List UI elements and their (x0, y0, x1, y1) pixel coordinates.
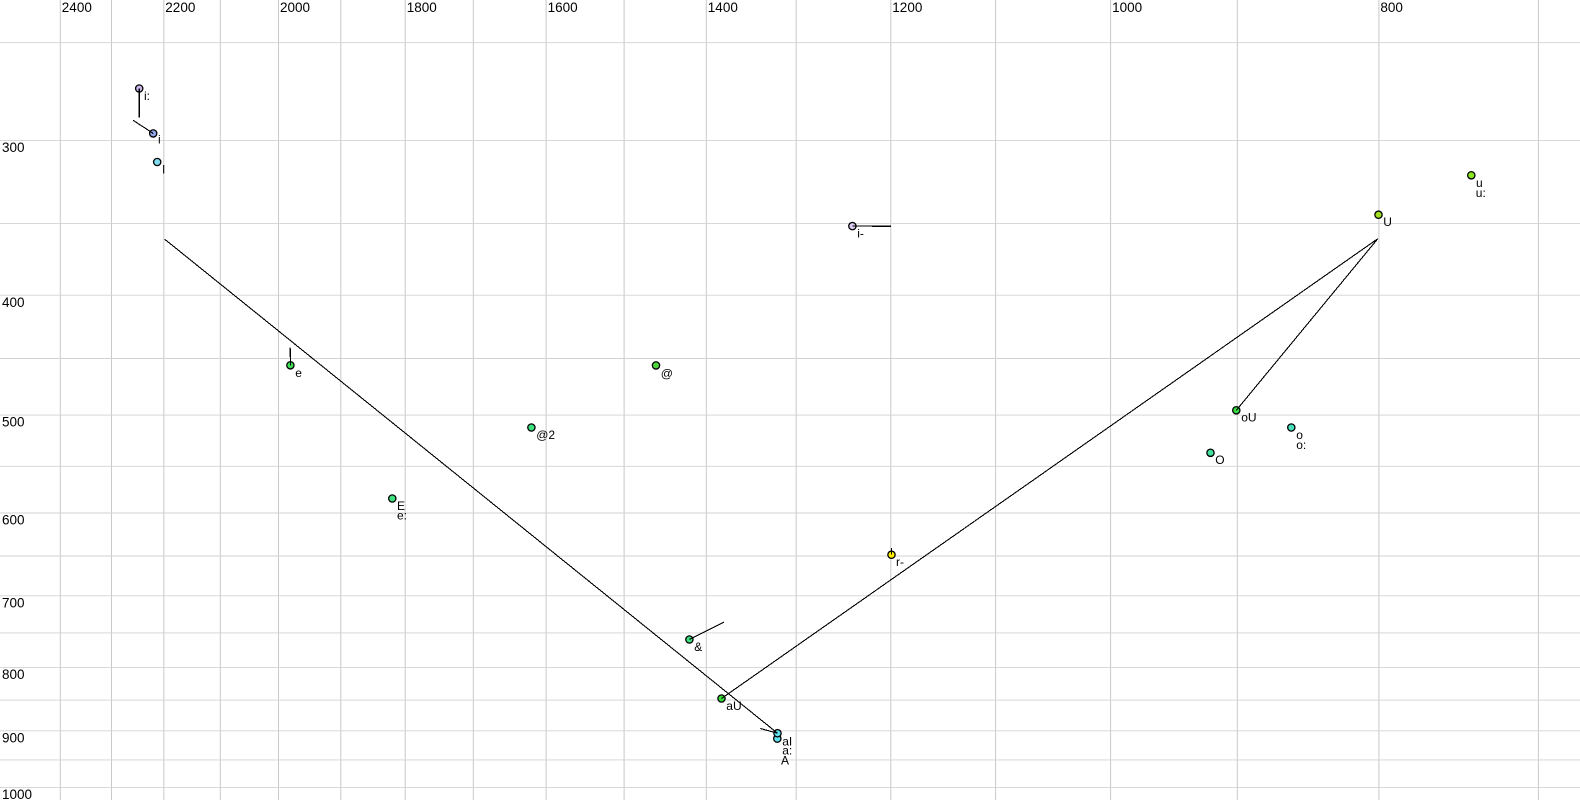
svg-text:800: 800 (1380, 0, 1403, 15)
svg-text:2000: 2000 (280, 0, 310, 15)
svg-text:1400: 1400 (708, 0, 738, 15)
svg-text:1000: 1000 (2, 787, 32, 800)
svg-text:1000: 1000 (1112, 0, 1142, 15)
svg-text:700: 700 (2, 595, 25, 610)
svg-text:600: 600 (2, 513, 25, 528)
svg-text:E: E (397, 499, 405, 513)
svg-text:i-: i- (857, 227, 864, 241)
svg-text:1600: 1600 (548, 0, 578, 15)
svg-text:A: A (781, 754, 789, 768)
svg-text:i: i (158, 133, 161, 147)
svg-text:u: u (1476, 176, 1483, 190)
svg-text:400: 400 (2, 295, 25, 310)
svg-text:300: 300 (2, 140, 25, 155)
svg-text:o:: o: (1296, 438, 1306, 452)
svg-text:r-: r- (896, 555, 904, 569)
svg-text:800: 800 (2, 667, 25, 682)
svg-text:I: I (162, 162, 165, 176)
svg-text:&: & (694, 640, 702, 654)
svg-text:e:: e: (397, 509, 407, 523)
svg-text:900: 900 (2, 730, 25, 745)
svg-text:e: e (295, 366, 302, 380)
svg-text:500: 500 (2, 415, 25, 430)
svg-text:aU: aU (726, 699, 741, 713)
svg-text:1200: 1200 (892, 0, 922, 15)
svg-text:U: U (1383, 215, 1392, 229)
svg-text:@: @ (661, 367, 673, 381)
svg-text:@2: @2 (536, 428, 555, 442)
svg-text:i:: i: (144, 89, 150, 103)
svg-text:aI: aI (782, 734, 792, 748)
svg-text:2200: 2200 (165, 0, 195, 15)
svg-text:O: O (1215, 453, 1224, 467)
svg-text:a:: a: (782, 744, 792, 758)
svg-text:o: o (1296, 428, 1303, 442)
svg-text:1800: 1800 (407, 0, 437, 15)
svg-text:oU: oU (1241, 411, 1256, 425)
svg-text:u:: u: (1476, 186, 1486, 200)
svg-text:2400: 2400 (62, 0, 92, 15)
